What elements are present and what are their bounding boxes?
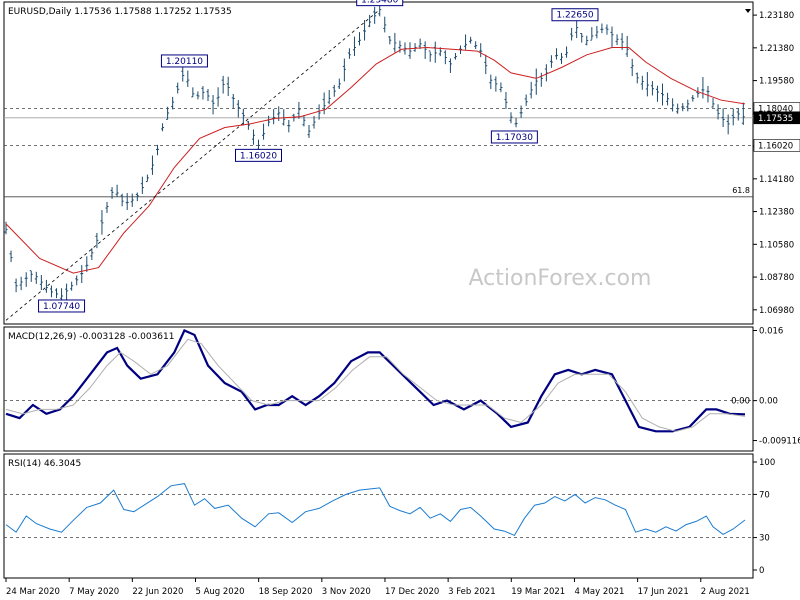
pivot-box [356,0,404,7]
pivot-label: 1.22650 [556,11,593,21]
x-tick-label: 19 Mar 2021 [511,587,565,597]
rsi-tick-label: 70 [759,490,770,500]
level-tag-label: 1.18040 [758,105,793,115]
price-y-axis: 1.231801.213801.195801.177801.159801.141… [753,11,800,316]
x-tick-label: 18 Sep 2020 [259,587,313,597]
moving-average [5,46,746,274]
macd-tick-label: -0.009116 [759,437,800,447]
rsi-line [4,483,753,538]
price-tick-label: 1.12380 [759,208,794,218]
macd-tick-label: 0.016 [759,327,783,337]
x-tick-label: 17 Dec 2020 [385,587,439,597]
pivot-label: 1.16020 [240,151,277,161]
price-panel-title: EURUSD,Daily 1.17536 1.17588 1.17252 1.1… [8,7,232,17]
pivot-label: 1.07740 [43,302,80,312]
pivot-labels: 1.07740 1.20110 1.16020 1.23480 1.17030 1.226… [38,0,599,313]
macd-panel-frame [3,326,754,452]
pivot-label: 1.23480 [361,0,398,6]
x-tick-label: 3 Feb 2021 [448,587,496,597]
rsi-series-line [5,483,746,537]
level-tag-label: 1.17535 [758,114,793,124]
collapse-arrow-icon[interactable] [745,9,751,13]
level-tag-box [753,139,800,152]
fib-label: 61.8 [732,186,750,195]
macd-lines [4,329,753,433]
price-tick-label: 1.10580 [759,240,794,250]
price-tick-label: 1.23180 [759,11,794,21]
x-axis: 24 Mar 2020 7 May 2020 22 Jun 2020 5 Aug 20… [5,578,750,597]
price-tick-label: 1.08780 [759,273,794,283]
x-tick-label: 22 Jun 2020 [132,587,183,597]
rsi-tick-label: 30 [759,534,770,544]
rsi-panel-title: RSI(14) 46.3045 [8,459,81,469]
pivot-box [160,54,208,68]
x-tick-label: 17 Jun 2021 [638,587,689,597]
pivot-label: 1.20110 [166,57,203,67]
price-tick-label: 1.14180 [759,175,794,185]
x-tick-label: 2 Aug 2021 [701,587,750,597]
price-tick-label: 1.06980 [759,306,794,316]
macd-zero-label: 0.00 [731,397,750,407]
level-tag-label: 1.16020 [758,141,793,151]
level-tag-box [753,111,800,125]
pivot-box [235,148,283,162]
macd-panel-title: MACD(12,26,9) -0.003128 -0.003611 [8,332,174,342]
pivot-label: 1.17030 [496,133,533,143]
x-tick-label: 4 May 2021 [574,587,624,597]
price-tick-label: 1.21380 [759,44,794,54]
x-tick-label: 24 Mar 2020 [6,587,60,597]
x-tick-label: 5 Aug 2020 [195,587,244,597]
macd-y-axis: 0.016 0.00 -0.009116 0.00 [731,327,800,447]
rsi-panel-frame [3,453,754,579]
price-levels: 61.8 [4,108,753,198]
pivot-box [551,8,599,22]
rsi-tick-label: 100 [759,458,775,468]
pivot-box [490,130,538,144]
rsi-tick-label: 0 [759,566,764,576]
watermark: ActionForex.com [469,266,652,291]
macd-signal-line [5,338,746,432]
rsi-y-axis: 100 70 30 0 [753,458,775,576]
price-bars [4,0,745,302]
macd-tick-label: 0.00 [759,397,778,407]
x-tick-label: 3 Nov 2020 [322,587,371,597]
price-tick-label: 1.19580 [759,77,794,87]
x-tick-label: 7 May 2020 [69,587,119,597]
pivot-box [38,299,86,313]
ma-line [5,46,746,274]
